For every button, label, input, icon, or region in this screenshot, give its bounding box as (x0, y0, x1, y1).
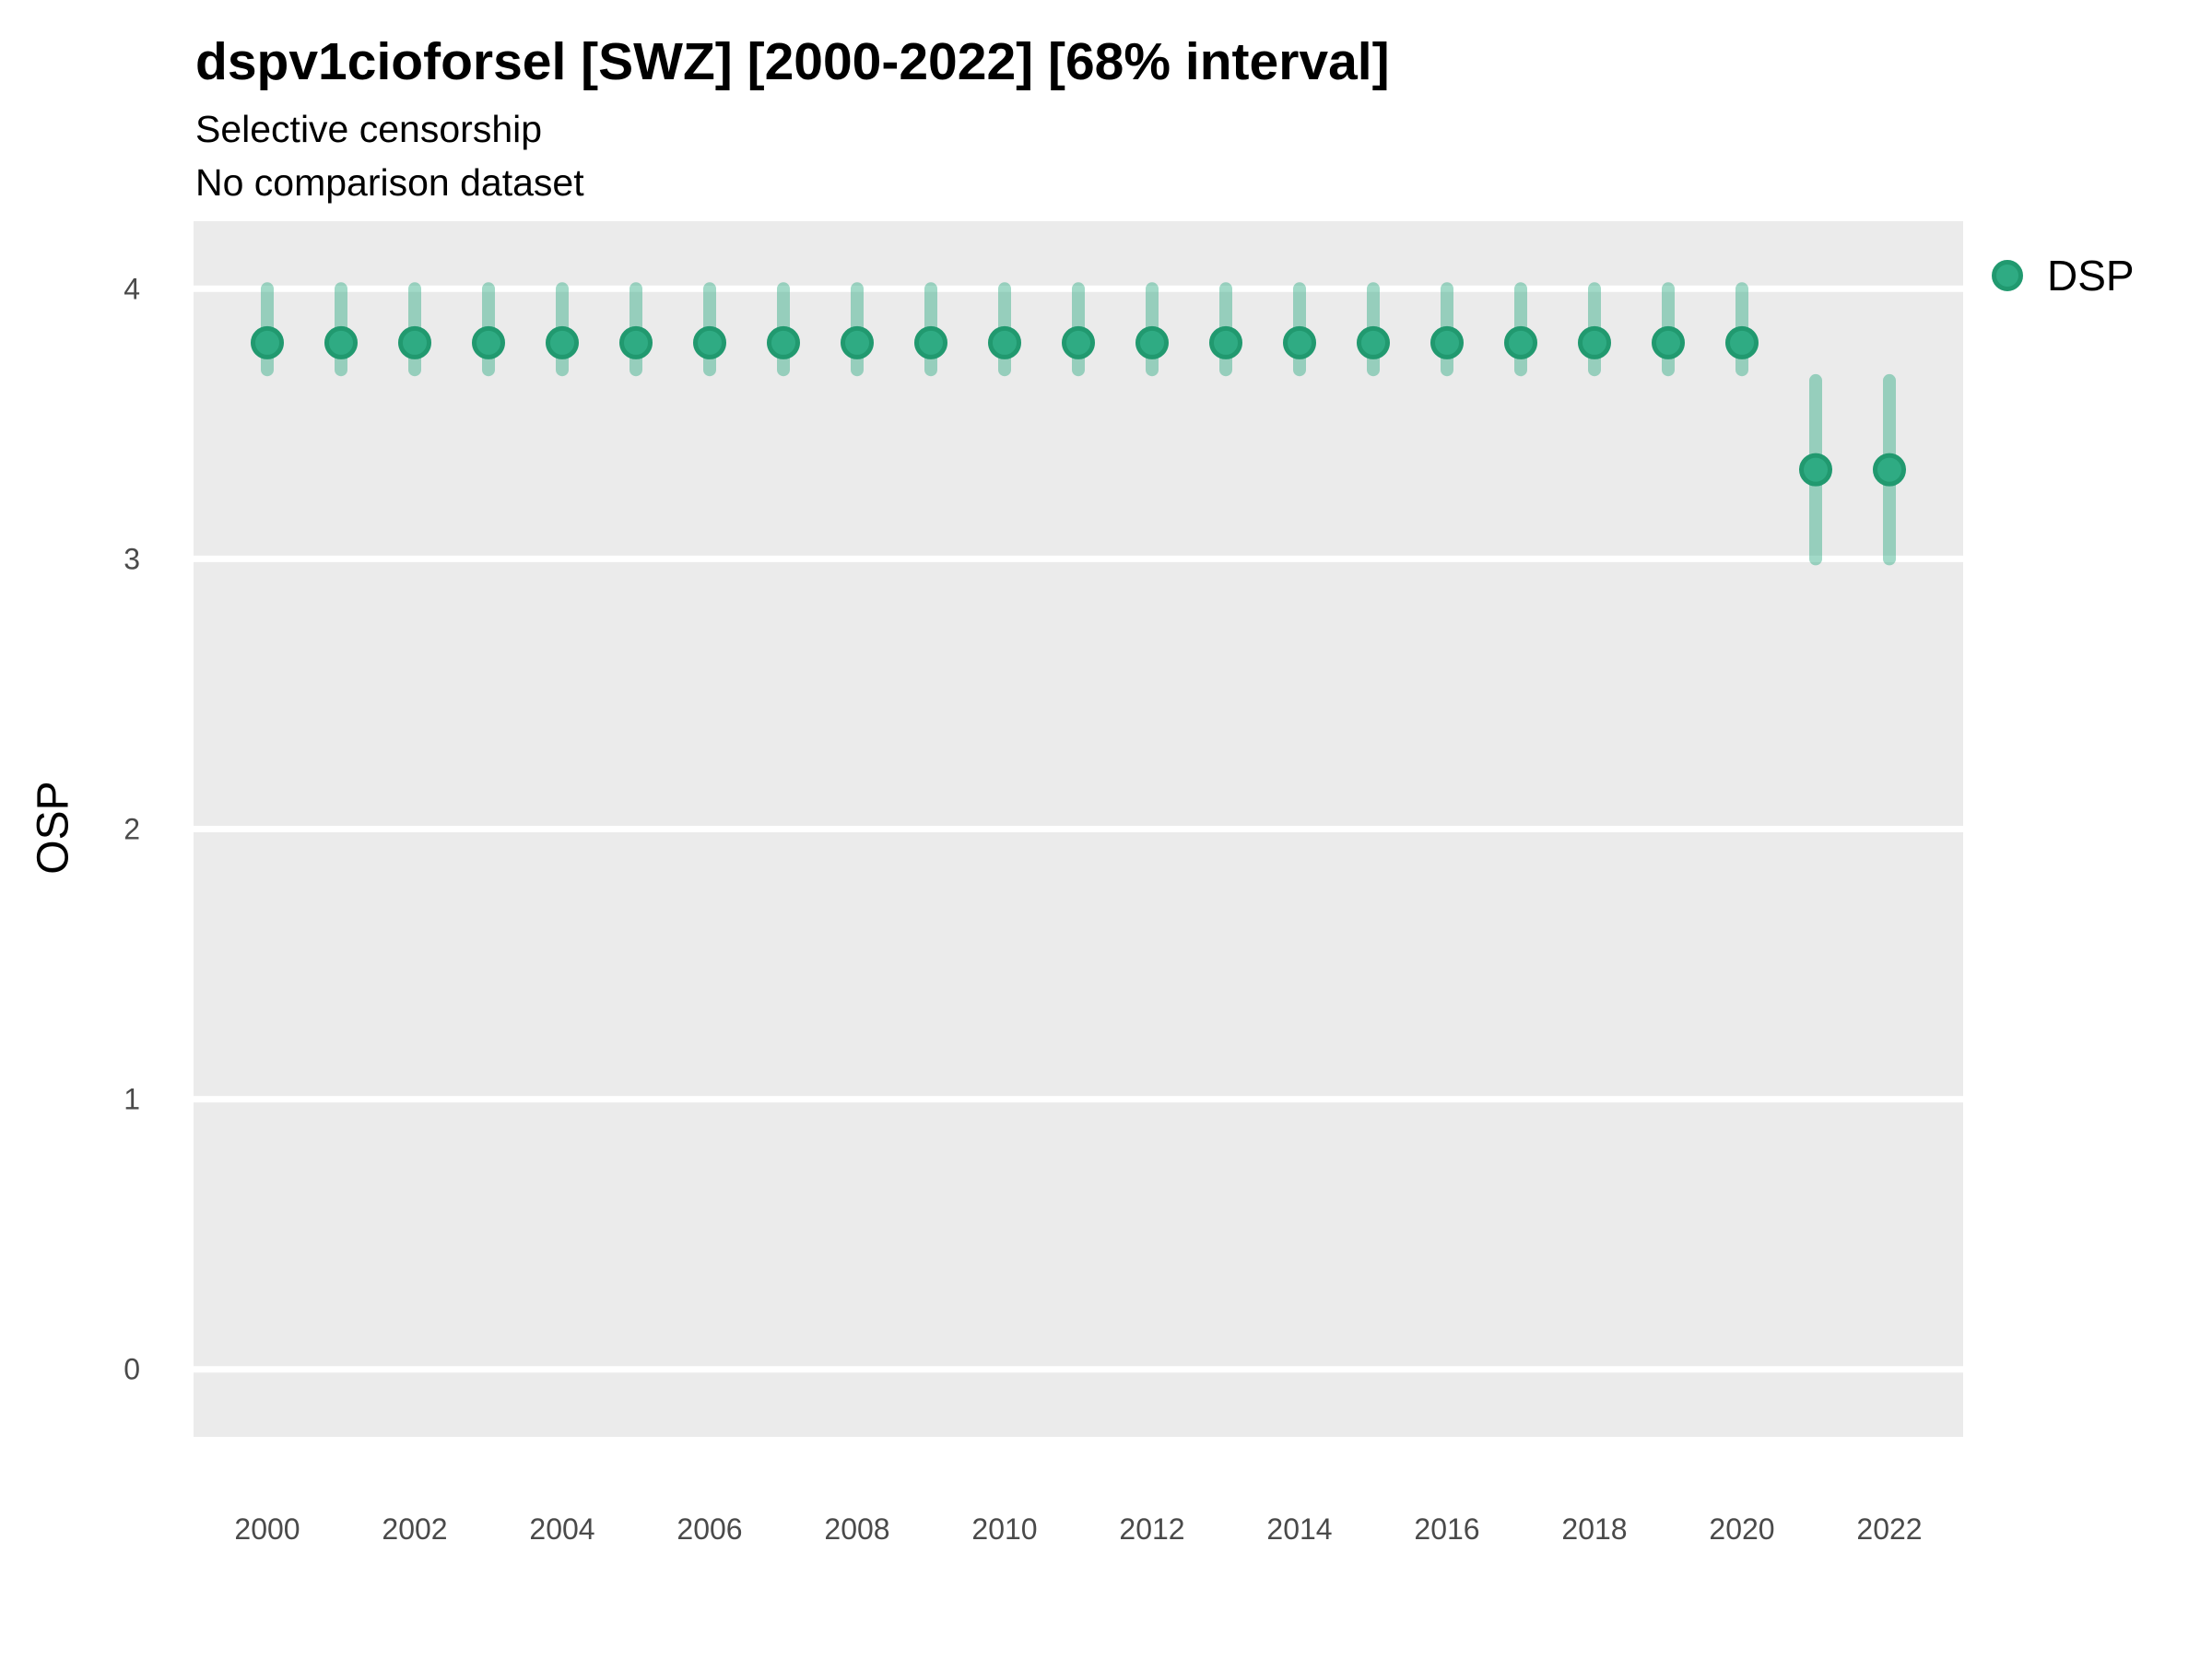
x-tick-label-2008: 2008 (824, 1512, 889, 1546)
y-tick-label-3: 3 (124, 542, 140, 575)
x-tick-label-2002: 2002 (382, 1512, 447, 1546)
chart-title: dspv1cioforsel [SWZ] [2000-2022] [68% in… (195, 32, 1390, 91)
x-tick-label-2014: 2014 (1266, 1512, 1332, 1546)
x-tick-label-2022: 2022 (1856, 1512, 1922, 1546)
data-point-2006 (693, 325, 726, 359)
x-tick-label-2010: 2010 (971, 1512, 1037, 1546)
data-point-2000 (251, 325, 284, 359)
data-point-2019 (1652, 325, 1685, 359)
data-point-2015 (1357, 325, 1390, 359)
data-point-2013 (1209, 325, 1242, 359)
y-tick-label-4: 4 (124, 272, 140, 305)
legend: DSP (1982, 244, 2135, 307)
data-point-2021 (1799, 453, 1832, 487)
data-point-2003 (472, 325, 505, 359)
data-point-2005 (619, 325, 653, 359)
data-point-2002 (398, 325, 431, 359)
x-tick-label-2020: 2020 (1709, 1512, 1774, 1546)
data-point-2011 (1062, 325, 1095, 359)
x-tick-label-2004: 2004 (529, 1512, 594, 1546)
data-point-2020 (1725, 325, 1759, 359)
data-point-2008 (841, 325, 874, 359)
data-point-2007 (767, 325, 800, 359)
data-point-2001 (324, 325, 358, 359)
x-tick-label-2018: 2018 (1561, 1512, 1627, 1546)
data-point-2017 (1504, 325, 1537, 359)
data-point-2012 (1135, 325, 1169, 359)
data-point-2009 (914, 325, 947, 359)
x-tick-label-2006: 2006 (677, 1512, 742, 1546)
data-point-2022 (1873, 453, 1906, 487)
data-point-2018 (1578, 325, 1611, 359)
x-tick-label-2000: 2000 (234, 1512, 300, 1546)
y-tick-label-2: 2 (124, 813, 140, 846)
legend-label: DSP (2047, 252, 2135, 300)
data-point-2010 (988, 325, 1021, 359)
chart-subtitle-line2: No comparison dataset (195, 161, 584, 204)
data-point-2004 (546, 325, 579, 359)
y-tick-label-1: 1 (124, 1083, 140, 1116)
data-point-2016 (1430, 325, 1464, 359)
y-tick-label-0: 0 (124, 1353, 140, 1386)
chart-subtitle: Selective censorship (195, 108, 543, 150)
data-point-2014 (1283, 325, 1316, 359)
x-tick-label-2012: 2012 (1119, 1512, 1184, 1546)
legend-point-icon (1992, 260, 2023, 291)
x-tick-label-2016: 2016 (1414, 1512, 1479, 1546)
